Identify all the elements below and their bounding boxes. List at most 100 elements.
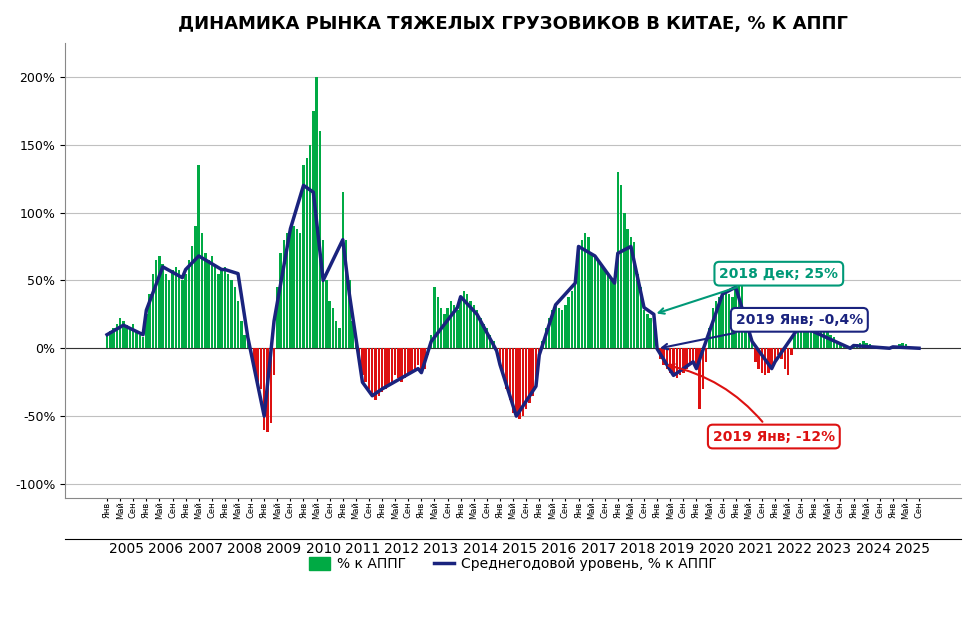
- Bar: [741, 274, 744, 348]
- Bar: [567, 297, 570, 348]
- Bar: [414, 348, 416, 369]
- Title: ДИНАМИКА РЫНКА ТЯЖЕЛЫХ ГРУЗОВИКОВ В КИТАЕ, % К АППГ: ДИНАМИКА РЫНКА ТЯЖЕЛЫХ ГРУЗОВИКОВ В КИТА…: [178, 15, 848, 33]
- Bar: [453, 305, 456, 348]
- Bar: [881, 347, 884, 348]
- Bar: [201, 233, 203, 348]
- Bar: [532, 348, 534, 396]
- Bar: [718, 297, 720, 348]
- Bar: [407, 348, 410, 375]
- Bar: [590, 254, 592, 348]
- Bar: [796, 328, 799, 348]
- Bar: [502, 348, 505, 375]
- Bar: [597, 260, 599, 348]
- Bar: [496, 348, 498, 351]
- Bar: [607, 274, 609, 348]
- Bar: [528, 348, 531, 403]
- Bar: [511, 348, 514, 413]
- Bar: [178, 269, 181, 348]
- Bar: [714, 301, 717, 348]
- Bar: [397, 348, 400, 378]
- Bar: [760, 348, 763, 373]
- Bar: [364, 348, 367, 382]
- Bar: [515, 348, 517, 416]
- Bar: [308, 145, 311, 348]
- Bar: [368, 348, 370, 389]
- Bar: [381, 348, 384, 392]
- Bar: [440, 308, 442, 348]
- Bar: [564, 305, 567, 348]
- Bar: [217, 274, 220, 348]
- Bar: [136, 332, 138, 348]
- Bar: [175, 267, 177, 348]
- Bar: [204, 254, 207, 348]
- Bar: [617, 172, 619, 348]
- Bar: [669, 348, 671, 373]
- Bar: [639, 287, 642, 348]
- Bar: [774, 348, 776, 362]
- Bar: [387, 348, 389, 386]
- Bar: [469, 301, 471, 348]
- Bar: [243, 334, 246, 348]
- Bar: [666, 348, 669, 369]
- Bar: [463, 291, 466, 348]
- Bar: [738, 280, 740, 348]
- Bar: [161, 264, 164, 348]
- Bar: [525, 348, 527, 410]
- Bar: [263, 348, 265, 430]
- Bar: [207, 260, 210, 348]
- Bar: [506, 348, 508, 389]
- Bar: [279, 254, 282, 348]
- Bar: [105, 334, 108, 348]
- Bar: [915, 347, 917, 348]
- Bar: [672, 348, 674, 375]
- Bar: [296, 229, 299, 348]
- Bar: [194, 226, 197, 348]
- Bar: [613, 283, 616, 348]
- Bar: [227, 274, 229, 348]
- Bar: [675, 348, 678, 378]
- Bar: [521, 348, 524, 416]
- Bar: [702, 348, 704, 389]
- Bar: [728, 294, 730, 348]
- Bar: [168, 280, 171, 348]
- Bar: [325, 280, 328, 348]
- Bar: [390, 348, 393, 382]
- Bar: [348, 280, 350, 348]
- Bar: [250, 348, 253, 355]
- Bar: [385, 348, 386, 389]
- Bar: [354, 341, 357, 348]
- Bar: [689, 348, 691, 364]
- Bar: [260, 348, 263, 389]
- Bar: [299, 233, 302, 348]
- Bar: [823, 321, 826, 348]
- Bar: [253, 348, 256, 369]
- Bar: [810, 328, 812, 348]
- Bar: [424, 348, 426, 369]
- Bar: [767, 348, 770, 373]
- Bar: [122, 321, 125, 348]
- Bar: [806, 324, 809, 348]
- Bar: [633, 243, 635, 348]
- Bar: [479, 318, 481, 348]
- Bar: [417, 348, 420, 364]
- Bar: [721, 294, 724, 348]
- Bar: [551, 310, 553, 348]
- Bar: [636, 274, 638, 348]
- Bar: [446, 308, 449, 348]
- Bar: [545, 328, 547, 348]
- Bar: [240, 321, 242, 348]
- Bar: [158, 256, 161, 348]
- Bar: [214, 267, 217, 348]
- Bar: [312, 111, 314, 348]
- Bar: [764, 348, 766, 375]
- Bar: [233, 287, 236, 348]
- Text: 2018 Дек; 25%: 2018 Дек; 25%: [659, 267, 838, 313]
- Bar: [754, 348, 756, 362]
- Bar: [757, 348, 760, 369]
- Bar: [456, 310, 459, 348]
- Bar: [578, 247, 580, 348]
- Bar: [165, 274, 167, 348]
- Bar: [472, 305, 475, 348]
- Bar: [148, 294, 151, 348]
- Bar: [224, 267, 226, 348]
